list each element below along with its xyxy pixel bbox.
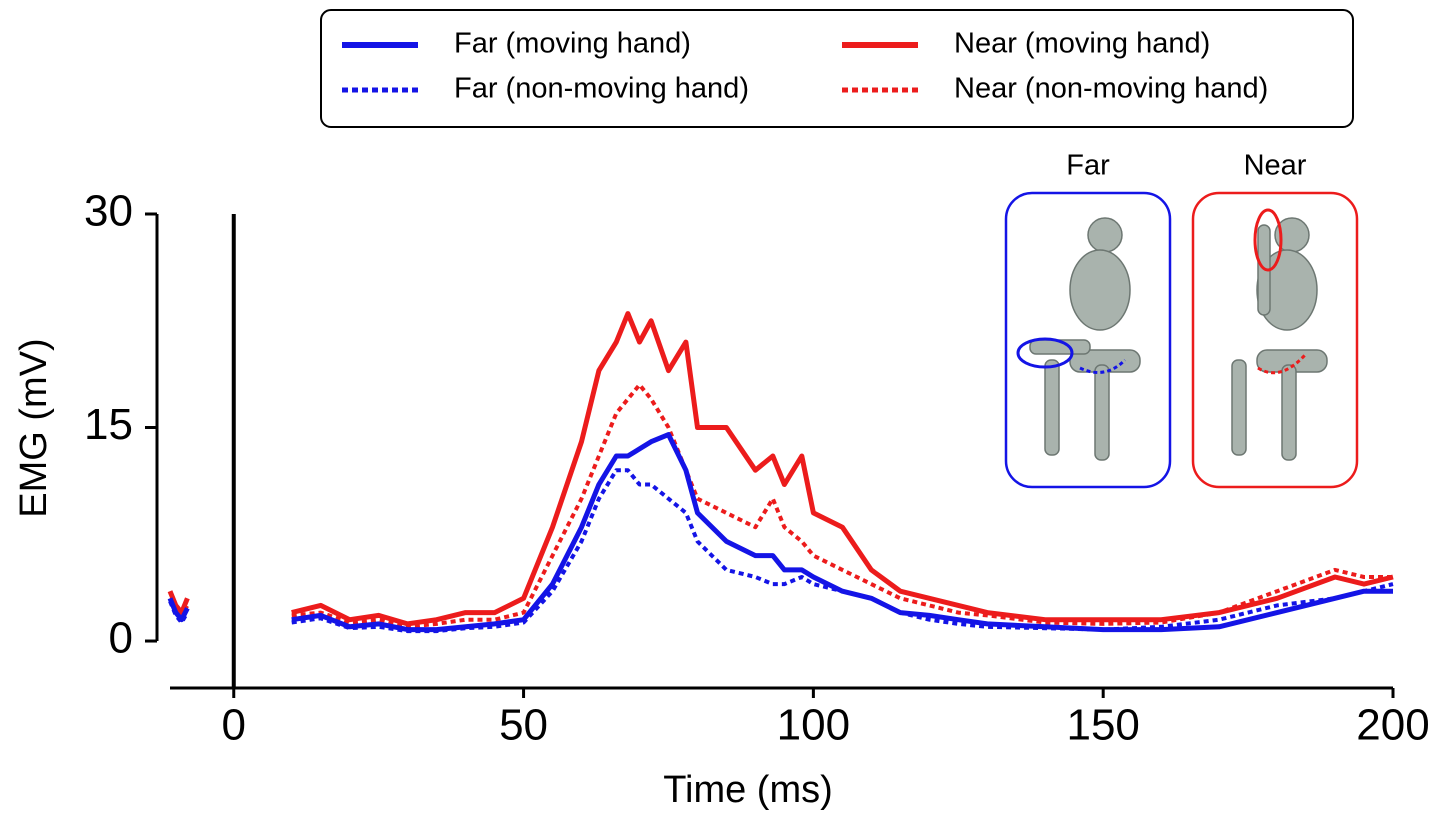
inset-label: Near xyxy=(1244,150,1307,182)
y-tick-label: 0 xyxy=(109,614,133,663)
highlight xyxy=(1079,358,1127,374)
y-axis-label: EMG (mV) xyxy=(13,338,55,517)
series-line xyxy=(167,311,1394,627)
legend-label: Near (moving hand) xyxy=(954,28,1210,60)
x-tick-label: 200 xyxy=(1356,701,1429,750)
series-line xyxy=(168,468,1394,634)
inset-frame xyxy=(1191,191,1359,489)
legend-box xyxy=(320,9,1354,128)
x-tick-label: 0 xyxy=(222,701,246,750)
highlight xyxy=(1253,208,1283,272)
x-tick-label: 150 xyxy=(1066,701,1139,750)
legend-label: Far (non-moving hand) xyxy=(454,73,749,105)
x-tick-label: 50 xyxy=(499,701,548,750)
highlight xyxy=(1016,337,1074,369)
inset-figures xyxy=(1029,217,1328,461)
x-axis-label: Time (ms) xyxy=(663,769,833,811)
legend-label: Near (non-moving hand) xyxy=(954,73,1268,105)
series-line xyxy=(168,382,1393,629)
inset-frame xyxy=(1004,191,1172,489)
inset-label: Far xyxy=(1066,150,1110,182)
series-line xyxy=(167,432,1393,633)
highlight xyxy=(1257,353,1307,375)
y-tick-label: 15 xyxy=(84,400,133,449)
y-tick-label: 30 xyxy=(84,187,133,236)
legend-label: Far (moving hand) xyxy=(454,28,691,60)
x-tick-label: 100 xyxy=(777,701,850,750)
